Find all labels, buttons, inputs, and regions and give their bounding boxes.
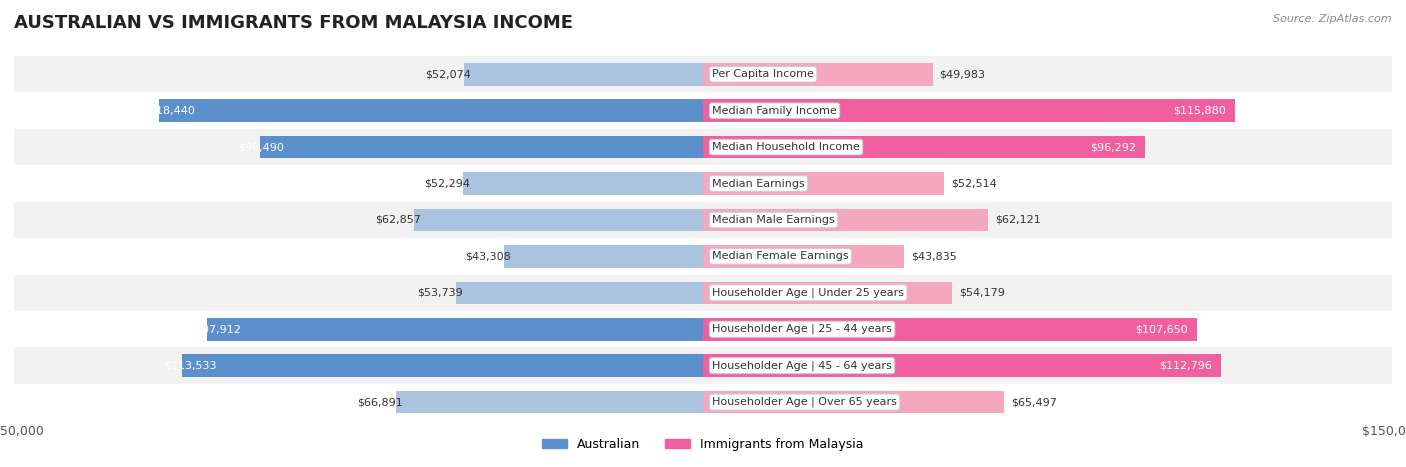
Text: Per Capita Income: Per Capita Income (713, 69, 814, 79)
Bar (703, 275, 1392, 311)
Text: $96,490: $96,490 (239, 142, 284, 152)
Text: $96,292: $96,292 (1090, 142, 1136, 152)
Bar (703, 209, 988, 231)
Text: Median Male Earnings: Median Male Earnings (713, 215, 835, 225)
Text: $62,121: $62,121 (995, 215, 1040, 225)
Text: Householder Age | 45 - 64 years: Householder Age | 45 - 64 years (713, 361, 891, 371)
Text: $49,983: $49,983 (939, 69, 986, 79)
Text: $53,739: $53,739 (418, 288, 463, 298)
Text: Median Female Earnings: Median Female Earnings (713, 251, 849, 262)
Bar (703, 245, 904, 268)
Text: $52,074: $52,074 (425, 69, 471, 79)
Bar (207, 318, 703, 340)
Text: Source: ZipAtlas.com: Source: ZipAtlas.com (1274, 14, 1392, 24)
Bar (703, 318, 1198, 340)
Text: $62,857: $62,857 (375, 215, 422, 225)
Bar (181, 354, 703, 377)
Bar (703, 391, 1004, 413)
Text: Median Earnings: Median Earnings (713, 178, 806, 189)
Bar (703, 165, 1392, 202)
Bar (703, 63, 932, 85)
Bar (395, 391, 703, 413)
Text: Median Household Income: Median Household Income (713, 142, 860, 152)
Bar (703, 282, 952, 304)
Text: $52,294: $52,294 (423, 178, 470, 189)
Text: $113,533: $113,533 (165, 361, 217, 371)
Bar (703, 238, 1392, 275)
Bar (14, 129, 703, 165)
Bar (14, 238, 703, 275)
Text: $66,891: $66,891 (357, 397, 402, 407)
Bar (505, 245, 703, 268)
Text: AUSTRALIAN VS IMMIGRANTS FROM MALAYSIA INCOME: AUSTRALIAN VS IMMIGRANTS FROM MALAYSIA I… (14, 14, 574, 32)
Text: $115,880: $115,880 (1173, 106, 1226, 116)
Bar (14, 202, 703, 238)
Text: Householder Age | 25 - 44 years: Householder Age | 25 - 44 years (713, 324, 891, 334)
Bar (703, 172, 945, 195)
Text: Householder Age | Over 65 years: Householder Age | Over 65 years (713, 397, 897, 407)
Text: $112,796: $112,796 (1159, 361, 1212, 371)
Text: Median Family Income: Median Family Income (713, 106, 837, 116)
Text: $107,650: $107,650 (1136, 324, 1188, 334)
Bar (703, 56, 1392, 92)
Text: $107,912: $107,912 (188, 324, 242, 334)
Bar (703, 92, 1392, 129)
Bar (260, 136, 703, 158)
Text: $43,308: $43,308 (465, 251, 510, 262)
Bar (464, 63, 703, 85)
Bar (703, 202, 1392, 238)
Bar (703, 384, 1392, 420)
Text: $52,514: $52,514 (950, 178, 997, 189)
Bar (703, 347, 1392, 384)
Bar (14, 347, 703, 384)
Bar (703, 129, 1392, 165)
Bar (14, 92, 703, 129)
Text: $54,179: $54,179 (959, 288, 1005, 298)
Text: $43,835: $43,835 (911, 251, 957, 262)
Bar (703, 99, 1236, 122)
Bar (14, 311, 703, 347)
Bar (703, 354, 1220, 377)
Bar (14, 275, 703, 311)
Bar (415, 209, 703, 231)
Bar (14, 384, 703, 420)
Bar (14, 165, 703, 202)
Bar (703, 311, 1392, 347)
Bar (463, 172, 703, 195)
Text: Householder Age | Under 25 years: Householder Age | Under 25 years (713, 288, 904, 298)
Bar (456, 282, 703, 304)
Text: $65,497: $65,497 (1011, 397, 1056, 407)
Bar (159, 99, 703, 122)
Legend: Australian, Immigrants from Malaysia: Australian, Immigrants from Malaysia (537, 433, 869, 456)
Bar (14, 56, 703, 92)
Text: $118,440: $118,440 (142, 106, 195, 116)
Bar (703, 136, 1146, 158)
